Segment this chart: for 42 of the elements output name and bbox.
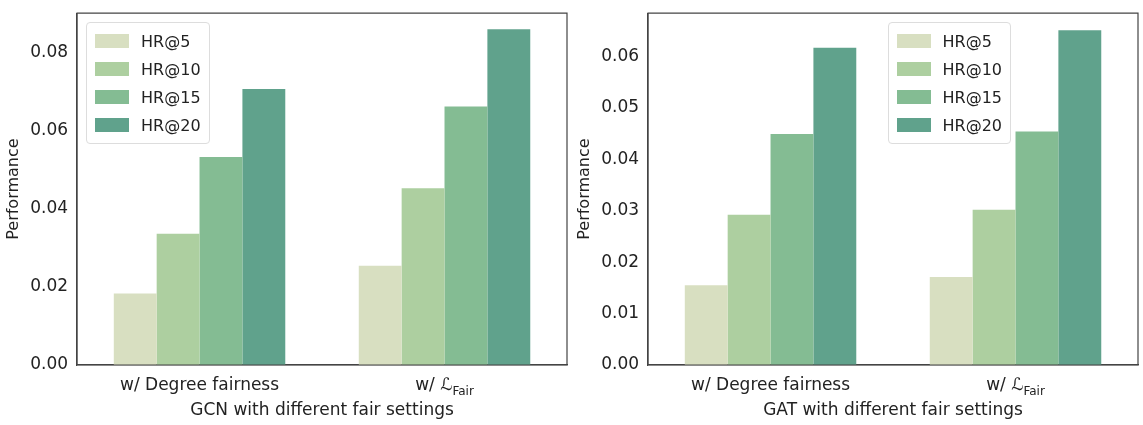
y-tick-label: 0.02: [601, 250, 640, 271]
bar: [813, 47, 857, 365]
bar: [444, 106, 488, 365]
bar: [487, 29, 531, 365]
bar: [358, 265, 402, 365]
bar: [1015, 131, 1059, 365]
bar: [1058, 30, 1102, 365]
x-axis-title: GCN with different fair settings: [190, 399, 454, 419]
y-tick-label: 0.00: [30, 353, 69, 374]
x-tick-label: w/ Degree fairness: [120, 374, 280, 394]
bar: [113, 293, 157, 365]
bar: [156, 233, 200, 365]
legend-label: HR@10: [942, 59, 1003, 79]
x-axis-title: GAT with different fair settings: [763, 399, 1023, 419]
bar: [929, 277, 973, 365]
legend-label: HR@5: [141, 31, 191, 51]
bar: [199, 157, 243, 365]
y-axis-title: Performance: [573, 138, 593, 240]
legend-label: HR@15: [141, 87, 201, 107]
y-tick-label: 0.04: [601, 147, 640, 168]
bar: [727, 214, 771, 365]
y-tick-label: 0.03: [601, 199, 640, 220]
bar: [242, 89, 286, 365]
bar: [972, 209, 1016, 365]
bar: [684, 285, 728, 365]
y-tick-label: 0.06: [30, 118, 69, 139]
legend-label: HR@15: [942, 87, 1003, 107]
y-tick-label: 0.02: [30, 275, 69, 296]
legend-label: HR@5: [942, 31, 992, 51]
y-tick-label: 0.08: [30, 40, 69, 61]
x-tick-label: w/ Degree fairness: [691, 374, 851, 394]
y-tick-label: 0.06: [601, 44, 640, 65]
y-tick-label: 0.00: [601, 353, 640, 374]
legend-label: HR@20: [141, 115, 201, 135]
legend-label: HR@10: [141, 59, 201, 79]
bar: [401, 188, 445, 365]
y-tick-label: 0.05: [601, 96, 640, 117]
bar: [770, 134, 814, 365]
y-axis-title: Performance: [2, 138, 22, 240]
legend-label: HR@20: [942, 115, 1003, 135]
y-tick-label: 0.01: [601, 301, 640, 322]
y-tick-label: 0.04: [30, 197, 69, 218]
